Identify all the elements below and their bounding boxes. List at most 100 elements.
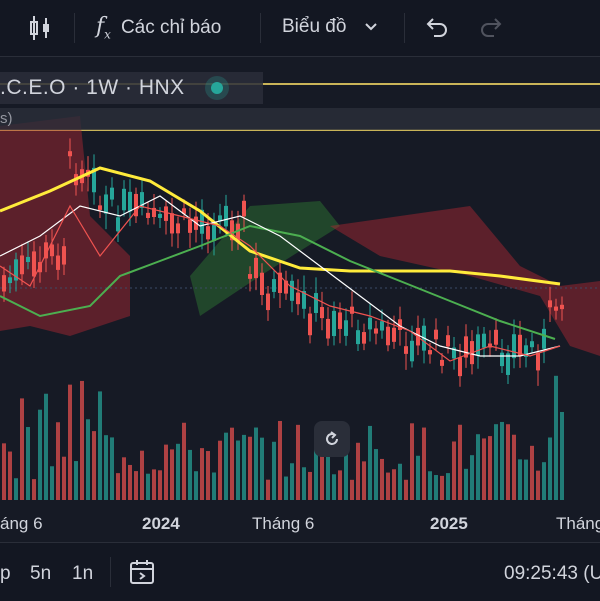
x-tick-label: Tháng <box>556 514 600 533</box>
volume-bar <box>512 434 516 500</box>
candle-body <box>164 206 168 221</box>
candle-body <box>188 219 192 233</box>
range-button[interactable]: p <box>0 563 11 584</box>
candle-body <box>2 275 6 292</box>
volume-bar <box>434 475 438 500</box>
candle-body <box>506 353 510 375</box>
candle-body <box>482 333 486 348</box>
candle-body <box>182 208 186 214</box>
volume-bar <box>398 463 402 500</box>
time-axis[interactable]: áng 6 2024 Tháng 6 2025 Tháng <box>0 506 600 542</box>
candle-body <box>518 334 522 357</box>
calendar-range-icon[interactable] <box>128 559 158 585</box>
candle-body <box>146 212 150 218</box>
candle-body <box>62 246 66 265</box>
candle-body <box>314 293 318 313</box>
candle-body <box>434 329 438 340</box>
candle-body <box>152 207 156 218</box>
candle-body <box>554 306 558 311</box>
symbol-legend[interactable]: .C.E.O · 1W · HNX <box>0 72 263 104</box>
ma-line-white <box>0 195 561 357</box>
candle-body <box>512 334 516 359</box>
candle-body <box>476 334 480 356</box>
volume-bar <box>218 440 222 500</box>
candle-body <box>464 336 468 358</box>
volume-bar <box>374 449 378 500</box>
volume-bar <box>404 479 408 500</box>
candle-body <box>104 194 108 214</box>
volume-bar <box>86 419 90 500</box>
volume-bar <box>266 479 270 500</box>
candle-body <box>236 223 240 243</box>
candle-body <box>302 290 306 309</box>
top-toolbar: fx Các chỉ báo Biểu đồ <box>0 0 600 57</box>
candle-body <box>530 341 534 348</box>
candle-body <box>230 220 234 241</box>
volume-bar <box>272 441 276 500</box>
cloud-area <box>0 116 130 336</box>
indicator-legend[interactable]: s) <box>0 108 600 130</box>
candle-body <box>278 272 282 293</box>
candle-body <box>128 191 132 212</box>
volume-bar <box>350 479 354 500</box>
volume-bar <box>110 437 114 500</box>
candle-body <box>500 352 504 367</box>
candle-body <box>428 350 432 355</box>
candle-body <box>308 313 312 336</box>
candle-body <box>404 346 408 354</box>
reset-icon <box>326 431 338 445</box>
candle-body <box>8 277 12 284</box>
candle-body <box>524 345 528 357</box>
reset-chart-button[interactable] <box>314 421 350 457</box>
volume-bar <box>494 424 498 500</box>
candle-body <box>326 318 330 339</box>
toolbar-separator <box>404 13 405 43</box>
volume-bar <box>470 455 474 500</box>
candle-body <box>14 259 18 281</box>
ma-line-green <box>0 224 556 340</box>
candle-body <box>548 300 552 308</box>
symbol-label: .C.E.O · 1W · HNX <box>0 76 185 99</box>
range-button-1n[interactable]: 1n <box>72 563 94 584</box>
volume-bar <box>140 450 144 500</box>
volume-bar <box>242 434 246 500</box>
volume-bar <box>506 424 510 500</box>
candle-body <box>158 213 162 218</box>
candle-body <box>260 272 264 295</box>
volume-bar <box>230 427 234 500</box>
redo-icon[interactable] <box>480 16 504 38</box>
volume-bar <box>392 469 396 500</box>
price-chart[interactable] <box>0 56 600 506</box>
volume-bar <box>146 473 150 500</box>
candle-body <box>176 223 180 234</box>
candle-body <box>170 213 174 234</box>
candle-body <box>98 205 102 210</box>
volume-bar <box>428 471 432 500</box>
candle-body <box>380 321 384 331</box>
volume-bar <box>410 423 414 500</box>
volume-bar <box>338 470 342 500</box>
candlestick-icon[interactable] <box>28 14 52 42</box>
candle-body <box>542 328 546 349</box>
volume-bar <box>560 411 564 500</box>
x-tick-label: 2024 <box>142 514 180 533</box>
volume-bar <box>122 457 126 500</box>
candle-body <box>368 317 372 330</box>
range-button-5n[interactable]: 5n <box>30 563 52 584</box>
indicators-button[interactable]: fx Các chỉ báo <box>96 14 221 41</box>
volume-bar <box>542 462 546 500</box>
chart-type-button[interactable]: Biểu đồ <box>282 16 378 38</box>
volume-bar <box>14 478 18 500</box>
volume-bar <box>176 443 180 500</box>
candle-body <box>452 347 456 359</box>
undo-icon[interactable] <box>424 16 448 38</box>
indicator-legend-label: s) <box>0 110 13 127</box>
volume-bar <box>422 427 426 500</box>
volume-bar <box>464 468 468 500</box>
status-dot-icon <box>210 82 223 94</box>
volume-bar <box>128 464 132 500</box>
volume-bar <box>524 459 528 500</box>
candle-body <box>446 335 450 347</box>
candle-body <box>20 255 24 275</box>
candle-body <box>398 319 402 331</box>
